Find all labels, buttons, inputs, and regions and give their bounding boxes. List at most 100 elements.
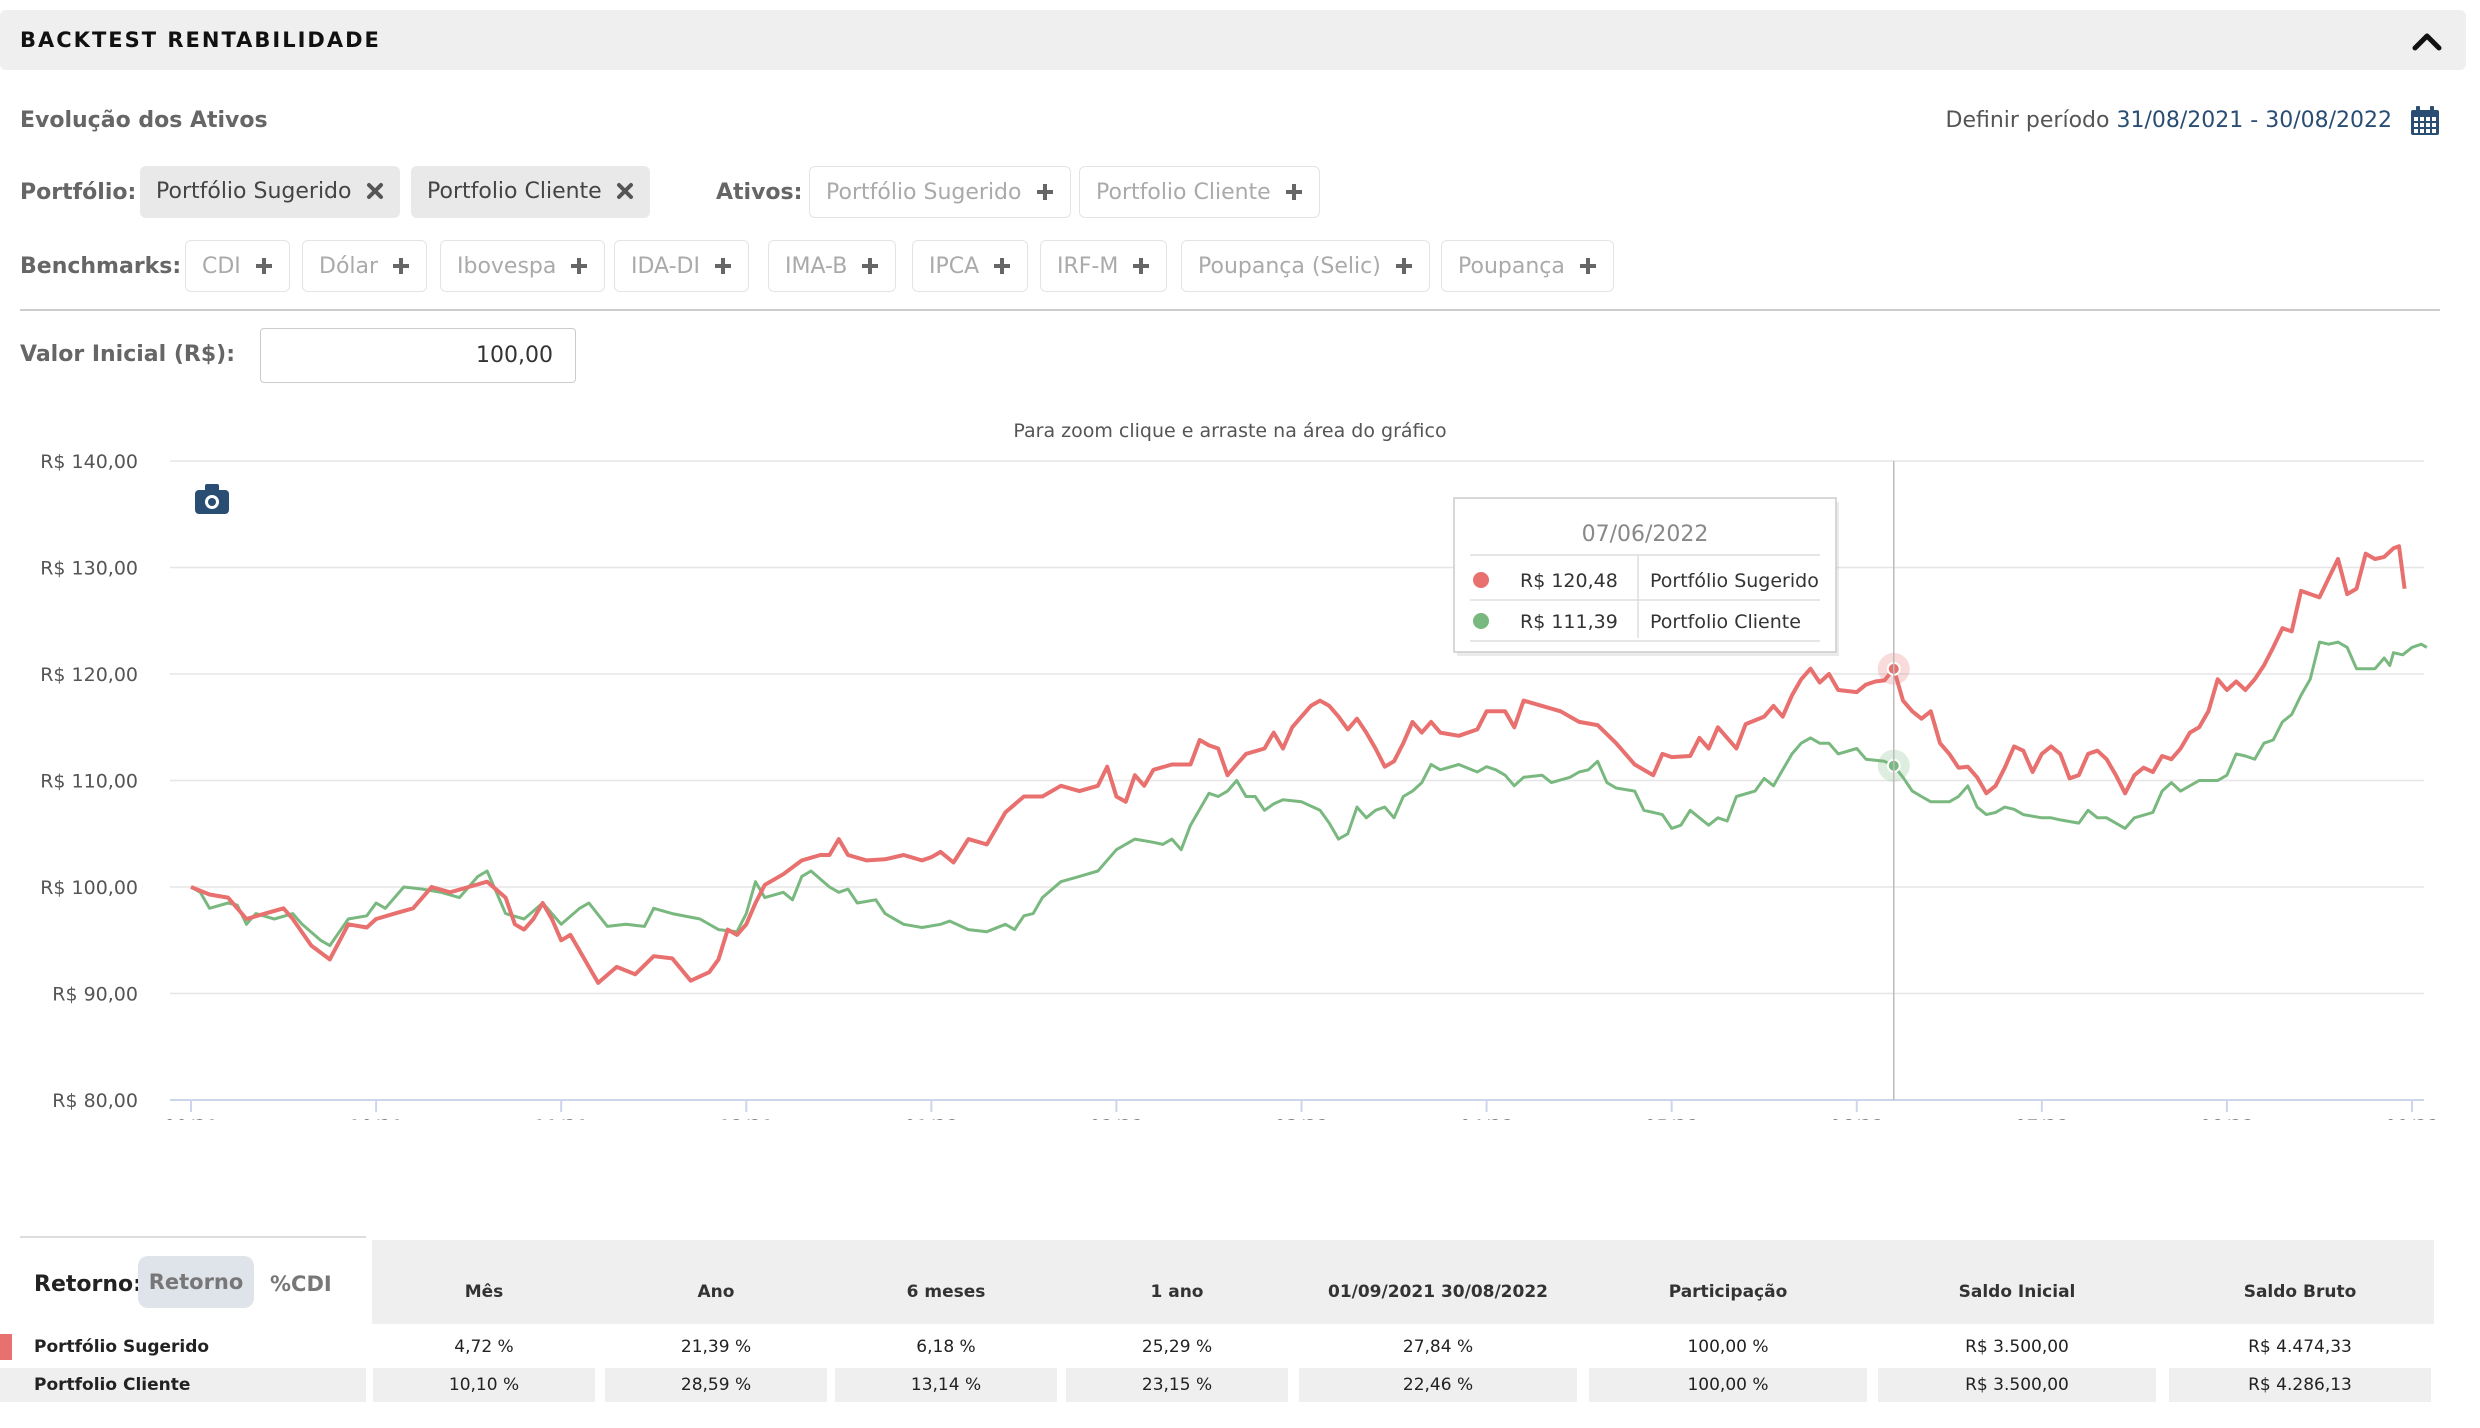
calendar-icon[interactable] xyxy=(2410,106,2440,136)
section-title: BACKTEST RENTABILIDADE xyxy=(20,28,381,52)
plus-icon[interactable] xyxy=(1579,257,1597,275)
portfolio-chip-cliente[interactable]: Portfolio Cliente xyxy=(411,166,650,218)
ativo-chip-sugerido[interactable]: Portfólio Sugerido xyxy=(809,166,1071,218)
divider xyxy=(20,309,2440,311)
y-tick-label: R$ 90,00 xyxy=(52,984,138,1006)
y-tick-label: R$ 100,00 xyxy=(40,877,138,899)
y-axis: R$ 80,00 R$ 90,00 R$ 100,00 R$ 110,00 R$ 120… xyxy=(40,451,138,1112)
plus-icon[interactable] xyxy=(714,257,732,275)
plus-icon[interactable] xyxy=(392,257,410,275)
chart-subtitle: Para zoom clique e arraste na área do gr… xyxy=(1013,420,1446,442)
table-cell: 6,18 % xyxy=(916,1337,976,1357)
benchmark-chip[interactable]: IRF-M xyxy=(1040,240,1168,292)
chip-label: IRF-M xyxy=(1057,254,1119,279)
benchmark-chip[interactable]: IDA-DI xyxy=(614,240,749,292)
benchmark-chip[interactable]: IMA-B xyxy=(768,240,897,292)
portfolio-chip-sugerido[interactable]: Portfólio Sugerido xyxy=(140,166,400,218)
close-icon[interactable] xyxy=(616,182,634,200)
table-cell: 4,72 % xyxy=(454,1337,514,1357)
benchmark-chip[interactable]: Poupança (Selic) xyxy=(1181,240,1430,292)
line-chart[interactable]: Para zoom clique e arraste na área do gr… xyxy=(0,400,2480,1120)
chip-label: IDA-DI xyxy=(631,254,700,279)
benchmark-chip[interactable]: Dólar xyxy=(302,240,428,292)
table-header-cell: Participação xyxy=(1668,1282,1788,1302)
series-swatch xyxy=(0,1334,12,1360)
table-cell: R$ 3.500,00 xyxy=(1878,1368,2156,1402)
x-tick-label: 11/21 xyxy=(534,1116,589,1120)
table-header-cell: 1 ano xyxy=(1150,1282,1204,1302)
chart-tooltip: 07/06/2022 R$ 120,48 Portfólio Sugerido R$ … xyxy=(1453,497,1839,656)
chip-label: Portfólio Sugerido xyxy=(156,179,352,204)
benchmark-chip[interactable]: CDI xyxy=(185,240,290,292)
table-cell: 21,39 % xyxy=(680,1337,752,1357)
chip-label: CDI xyxy=(202,254,241,279)
table-cell: R$ 3.500,00 xyxy=(1965,1337,2069,1357)
row-name: Portfólio Sugerido xyxy=(34,1337,210,1357)
y-tick-label: R$ 110,00 xyxy=(40,771,138,793)
table-header-cell: 01/09/2021 30/08/2022 xyxy=(1327,1282,1548,1302)
period-selector[interactable]: Definir período 31/08/2021 - 30/08/2022 xyxy=(1946,108,2393,133)
benchmark-chip[interactable]: Ibovespa xyxy=(440,240,606,292)
x-tick-label: 12/21 xyxy=(719,1116,774,1120)
tooltip-series-name: Portfólio Sugerido xyxy=(1650,570,1819,592)
x-tick-label: 03/22 xyxy=(1274,1116,1329,1120)
chip-label: Portfolio Cliente xyxy=(427,179,602,204)
chip-label: IPCA xyxy=(929,254,980,279)
plus-icon[interactable] xyxy=(1036,183,1054,201)
initial-value-label: Valor Inicial (R$): xyxy=(20,342,236,367)
chip-label: Portfolio Cliente xyxy=(1096,180,1271,205)
table-cell: 25,29 % xyxy=(1141,1337,1213,1357)
plus-icon[interactable] xyxy=(255,257,273,275)
chip-label: IMA-B xyxy=(785,254,848,279)
period-dates[interactable]: 31/08/2021 - 30/08/2022 xyxy=(2116,108,2392,133)
section-header: BACKTEST RENTABILIDADE xyxy=(0,10,2466,70)
table-cell: 22,46 % xyxy=(1299,1368,1577,1402)
tooltip-marker xyxy=(1473,613,1489,629)
tooltip-value: R$ 120,48 xyxy=(1520,570,1618,592)
plus-icon[interactable] xyxy=(1395,257,1413,275)
y-tick-label: R$ 130,00 xyxy=(40,558,138,580)
x-tick-label: 04/22 xyxy=(1459,1116,1514,1120)
chart-grid xyxy=(170,460,2424,995)
tooltip-box xyxy=(1453,497,1837,653)
returns-button[interactable]: Retorno xyxy=(138,1256,254,1308)
table-header xyxy=(372,1240,2434,1324)
benchmarks-label: Benchmarks: xyxy=(20,254,182,279)
benchmark-chip[interactable]: Poupança xyxy=(1441,240,1614,292)
ativo-chip-cliente[interactable]: Portfolio Cliente xyxy=(1079,166,1320,218)
x-tick-label: 02/22 xyxy=(1089,1116,1144,1120)
table-header-cell: Saldo Bruto xyxy=(2243,1282,2357,1302)
x-tick-label: 10/21 xyxy=(349,1116,404,1120)
returns-label: Retorno: xyxy=(34,1272,142,1297)
cdi-button[interactable]: %CDI xyxy=(270,1272,332,1296)
table-cell: R$ 4.286,13 xyxy=(2169,1368,2431,1402)
initial-value-input[interactable] xyxy=(260,328,576,383)
table-cell: 10,10 % xyxy=(373,1368,595,1402)
chart-series xyxy=(190,544,2428,985)
plus-icon[interactable] xyxy=(1132,257,1150,275)
benchmark-chip[interactable]: IPCA xyxy=(912,240,1029,292)
tooltip-date: 07/06/2022 xyxy=(1582,522,1709,547)
camera-icon[interactable] xyxy=(195,484,229,514)
plus-icon[interactable] xyxy=(993,257,1011,275)
table-header-cell: 6 meses xyxy=(906,1282,986,1302)
table-cell: 13,14 % xyxy=(835,1368,1057,1402)
x-tick-label: 07/22 xyxy=(2014,1116,2069,1120)
x-axis: 09/21 10/21 11/21 12/21 01/22 02/22 03/22 04/22… xyxy=(164,1099,2439,1120)
chip-label: Poupança xyxy=(1458,254,1565,279)
plus-icon[interactable] xyxy=(1285,183,1303,201)
table-row: Portfólio Sugerido 4,72 % 21,39 % 6,18 % 25,… xyxy=(0,1330,2434,1364)
plus-icon[interactable] xyxy=(861,257,879,275)
table-cell: 28,59 % xyxy=(605,1368,827,1402)
chip-label: Poupança (Selic) xyxy=(1198,254,1381,279)
series-line-sugerido xyxy=(190,544,2407,985)
table-header-cell: Ano xyxy=(697,1282,735,1302)
x-tick-label: 01/22 xyxy=(904,1116,959,1120)
plus-icon[interactable] xyxy=(570,257,588,275)
y-tick-label: R$ 120,00 xyxy=(40,664,138,686)
chip-label: Dólar xyxy=(319,254,379,279)
close-icon[interactable] xyxy=(366,182,384,200)
evolution-title: Evolução dos Ativos xyxy=(20,108,268,133)
tooltip-value: R$ 111,39 xyxy=(1520,611,1618,633)
chevron-up-icon[interactable] xyxy=(2410,24,2444,58)
